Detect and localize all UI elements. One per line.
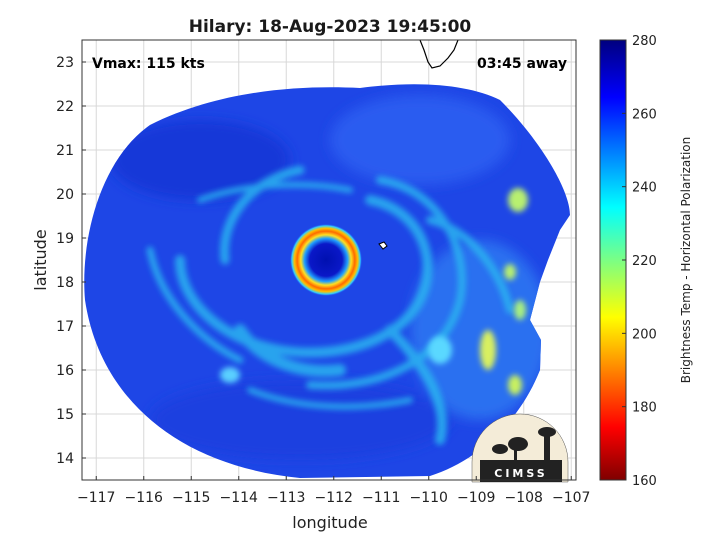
- x-tick-label: −116: [125, 490, 164, 506]
- satellite-swath: [84, 84, 570, 479]
- colorbar-tick-label: 200: [632, 327, 657, 342]
- y-axis-label: latitude: [31, 229, 50, 290]
- y-tick-label: 20: [56, 187, 74, 203]
- coastline: [419, 40, 459, 69]
- y-tick-label: 15: [56, 407, 74, 423]
- y-axis-ticks: 14 15 16 17 18 19 20 21 22 23: [56, 55, 86, 467]
- rainbands: [146, 165, 514, 445]
- y-tick-label: 17: [56, 319, 74, 335]
- x-tick-label: −108: [505, 490, 543, 506]
- x-axis-ticks: −117 −116 −115 −114 −113 −112 −111 −110 −109 −108…: [77, 476, 590, 506]
- x-tick-label: −109: [457, 490, 495, 506]
- x-tick-label: −111: [362, 490, 400, 506]
- warm-cells: [220, 188, 528, 395]
- x-tick-label: −113: [267, 490, 305, 506]
- colorbar: [599, 39, 627, 481]
- colorbar-tick-label: 240: [632, 181, 657, 196]
- colorbar-tick-label: 180: [632, 401, 657, 416]
- plot-frame: [81, 39, 577, 481]
- y-tick-label: 22: [56, 99, 74, 115]
- figure-title: Hilary: 18-Aug-2023 19:45:00: [189, 17, 472, 37]
- x-tick-label: −110: [410, 490, 448, 506]
- island: [378, 241, 388, 250]
- colorbar-tick-label: 220: [632, 254, 657, 269]
- colorbar-label: Brightness Temp - Horizontal Polarizatio…: [679, 137, 693, 384]
- y-tick-label: 16: [56, 363, 74, 379]
- x-tick-label: −112: [315, 490, 353, 506]
- cimss-logo: CIMSS: [471, 413, 569, 483]
- y-tick-label: 21: [56, 143, 74, 159]
- colorbar-tick-label: 160: [632, 474, 657, 489]
- x-tick-label: −107: [552, 490, 590, 506]
- y-tick-label: 14: [56, 451, 74, 467]
- colorbar-ticks: 160 180 200 220 240 260 280: [622, 34, 657, 489]
- x-axis-label: longitude: [292, 513, 367, 532]
- y-tick-label: 23: [56, 55, 74, 71]
- y-tick-label: 19: [56, 231, 74, 247]
- x-tick-label: −115: [172, 490, 210, 506]
- x-tick-label: −117: [77, 490, 115, 506]
- vmax-label: Vmax: 115 kts: [92, 56, 205, 72]
- hurricane-eye: [290, 224, 362, 296]
- colorbar-tick-label: 260: [632, 107, 657, 122]
- colorbar-tick-label: 280: [632, 34, 657, 49]
- logo-text: CIMSS: [494, 467, 547, 480]
- y-tick-label: 18: [56, 275, 74, 291]
- x-tick-label: −114: [220, 490, 259, 506]
- away-label: 03:45 away: [477, 56, 567, 72]
